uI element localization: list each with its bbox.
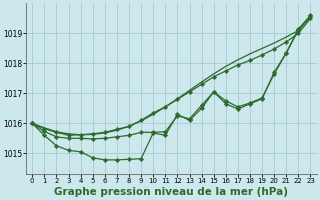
- X-axis label: Graphe pression niveau de la mer (hPa): Graphe pression niveau de la mer (hPa): [54, 187, 288, 197]
